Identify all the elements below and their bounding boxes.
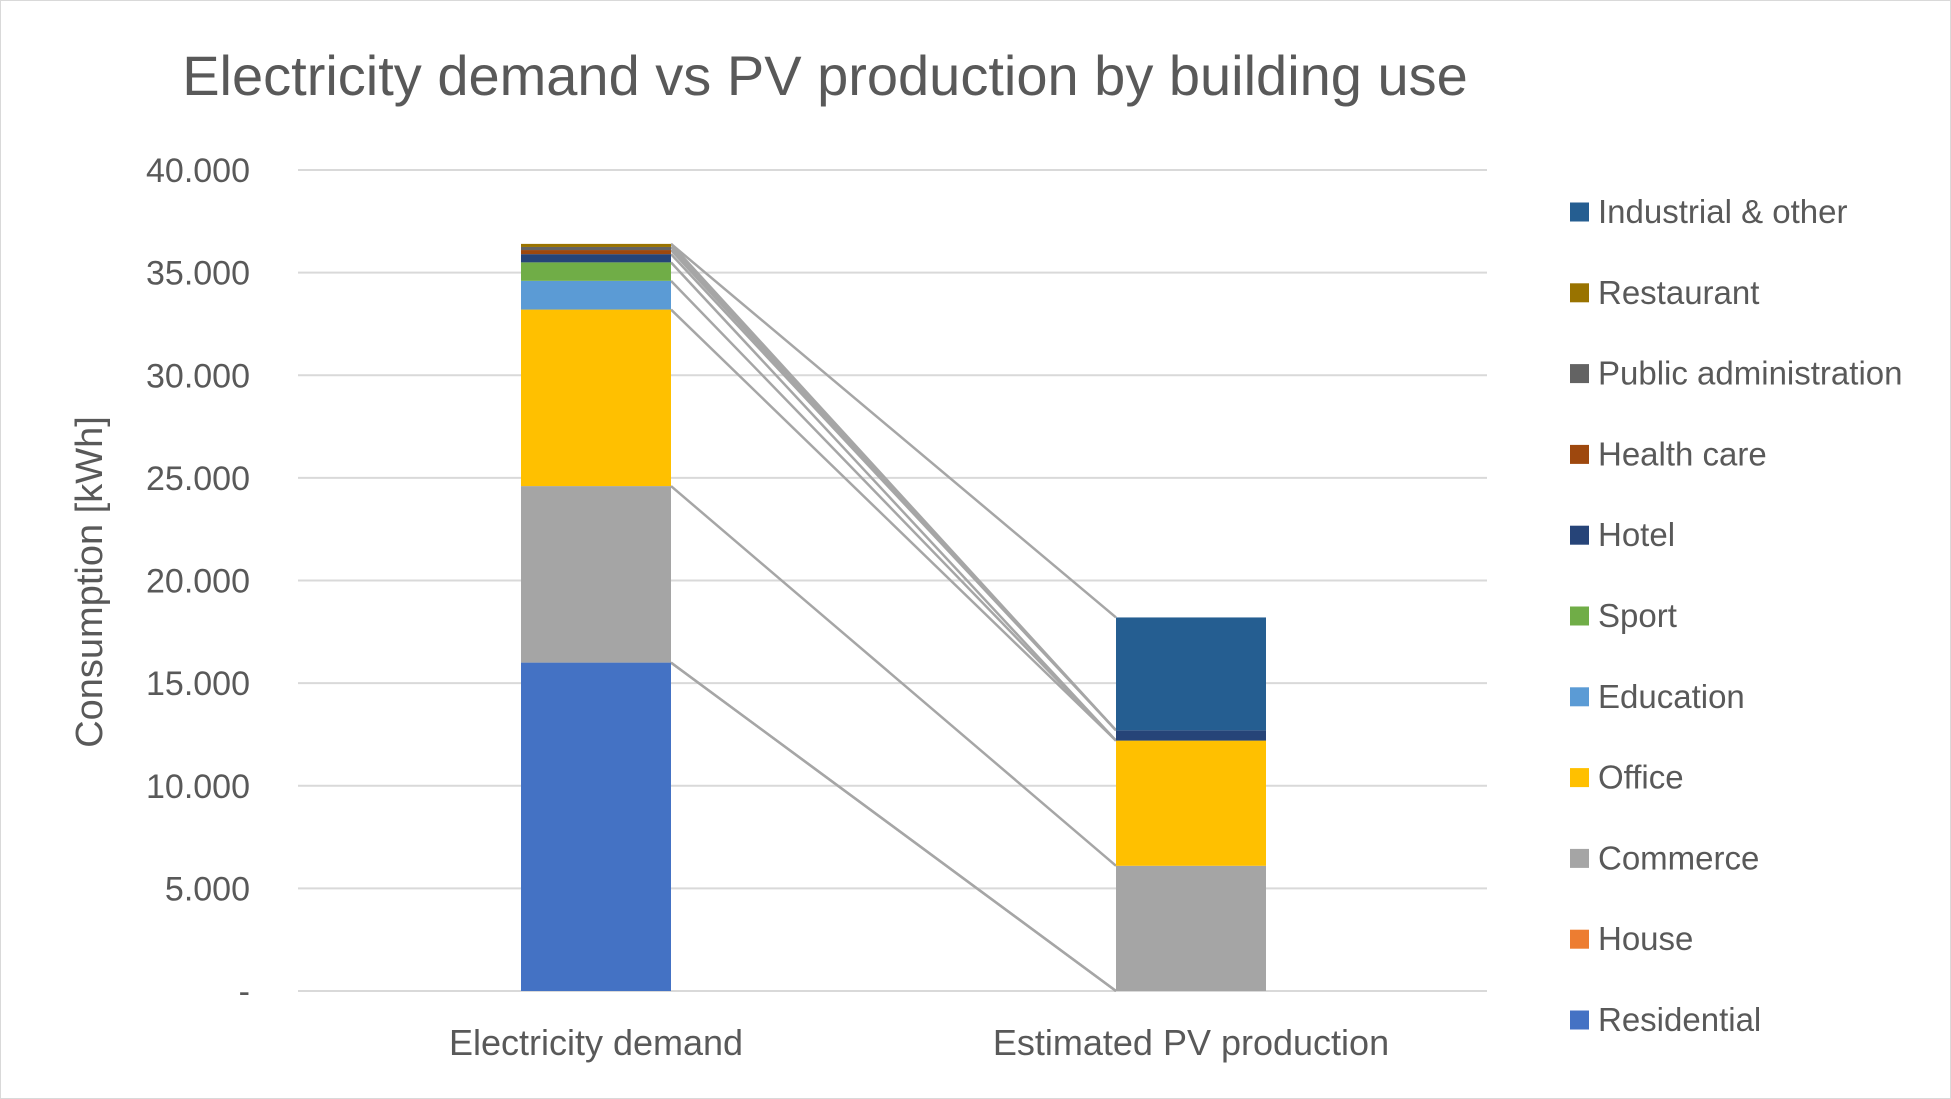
legend-swatch: [1570, 1010, 1589, 1030]
bar-segment-commerce: [521, 486, 671, 663]
y-tick-label: 10.000: [146, 768, 250, 806]
bar-segment-commerce: [1116, 865, 1266, 991]
connector-line: [670, 243, 1117, 732]
legend-label: Education: [1598, 678, 1745, 715]
y-axis-title: Consumption [kWh]: [69, 416, 111, 748]
legend-label: Industrial & other: [1598, 193, 1847, 230]
legend-swatch: [1570, 687, 1589, 707]
legend-label: Public administration: [1598, 355, 1902, 392]
x-category-label: Estimated PV production: [993, 1022, 1389, 1063]
y-tick-label: -: [239, 973, 250, 1011]
bar-segment-industrial-other: [1116, 617, 1266, 731]
y-tick-label: 30.000: [146, 357, 250, 395]
legend-label: Sport: [1598, 597, 1677, 634]
legend-label: Health care: [1598, 435, 1767, 472]
legend-swatch: [1570, 525, 1589, 545]
legend-label: Restaurant: [1598, 274, 1759, 311]
bar-segment-office: [1116, 740, 1266, 866]
gridlines: [298, 169, 1487, 992]
legend-swatch: [1570, 364, 1589, 384]
connector-line: [670, 261, 1117, 742]
y-tick-label: 20.000: [146, 563, 250, 601]
y-tick-label: 25.000: [146, 460, 250, 498]
connector-line: [670, 279, 1117, 742]
x-category-label: Electricity demand: [449, 1022, 743, 1063]
y-tick-label: 5.000: [165, 870, 250, 908]
legend-label: Residential: [1598, 1001, 1761, 1038]
y-tick-label: 40.000: [146, 152, 250, 190]
bar-segment-education: [521, 280, 671, 310]
bars: [521, 243, 1266, 991]
legend: Industrial & other Restaurant Public admin…: [1570, 193, 1902, 1038]
chart-title: Electricity demand vs PV production by b…: [182, 44, 1468, 107]
legend-swatch: [1570, 929, 1589, 949]
bar-segment-restaurant: [521, 243, 671, 247]
legend-swatch: [1570, 606, 1589, 626]
legend-swatch: [1570, 283, 1589, 303]
legend-label: Hotel: [1598, 516, 1675, 553]
legend-swatch: [1570, 202, 1589, 222]
connector-line: [670, 485, 1117, 867]
connector-line: [670, 661, 1117, 993]
y-tick-label: 15.000: [146, 665, 250, 703]
x-axis-categories: Electricity demand Estimated PV productio…: [449, 1022, 1389, 1063]
y-tick-label: 35.000: [146, 255, 250, 293]
legend-label: House: [1598, 920, 1693, 957]
y-axis-ticks: - 5.000 10.000 15.000 20.000 25.000 30.000 35.0…: [146, 152, 250, 1011]
legend-swatch: [1570, 444, 1589, 464]
legend-swatch: [1570, 848, 1589, 868]
bar-segment-office: [521, 309, 671, 487]
connector-line: [670, 242, 1117, 619]
legend-swatch: [1570, 768, 1589, 788]
connector-line: [670, 308, 1117, 742]
legend-label: Commerce: [1598, 839, 1759, 876]
connector-lines: [670, 242, 1117, 993]
bar-segment-residential: [521, 662, 671, 991]
bar-segment-hotel: [521, 254, 671, 263]
bar-segment-health-care: [521, 250, 671, 255]
legend-label: Office: [1598, 759, 1684, 796]
bar-segment-sport: [521, 262, 671, 281]
bar-segment-hotel: [1116, 730, 1266, 741]
bar-segment-public-administration: [521, 246, 671, 251]
